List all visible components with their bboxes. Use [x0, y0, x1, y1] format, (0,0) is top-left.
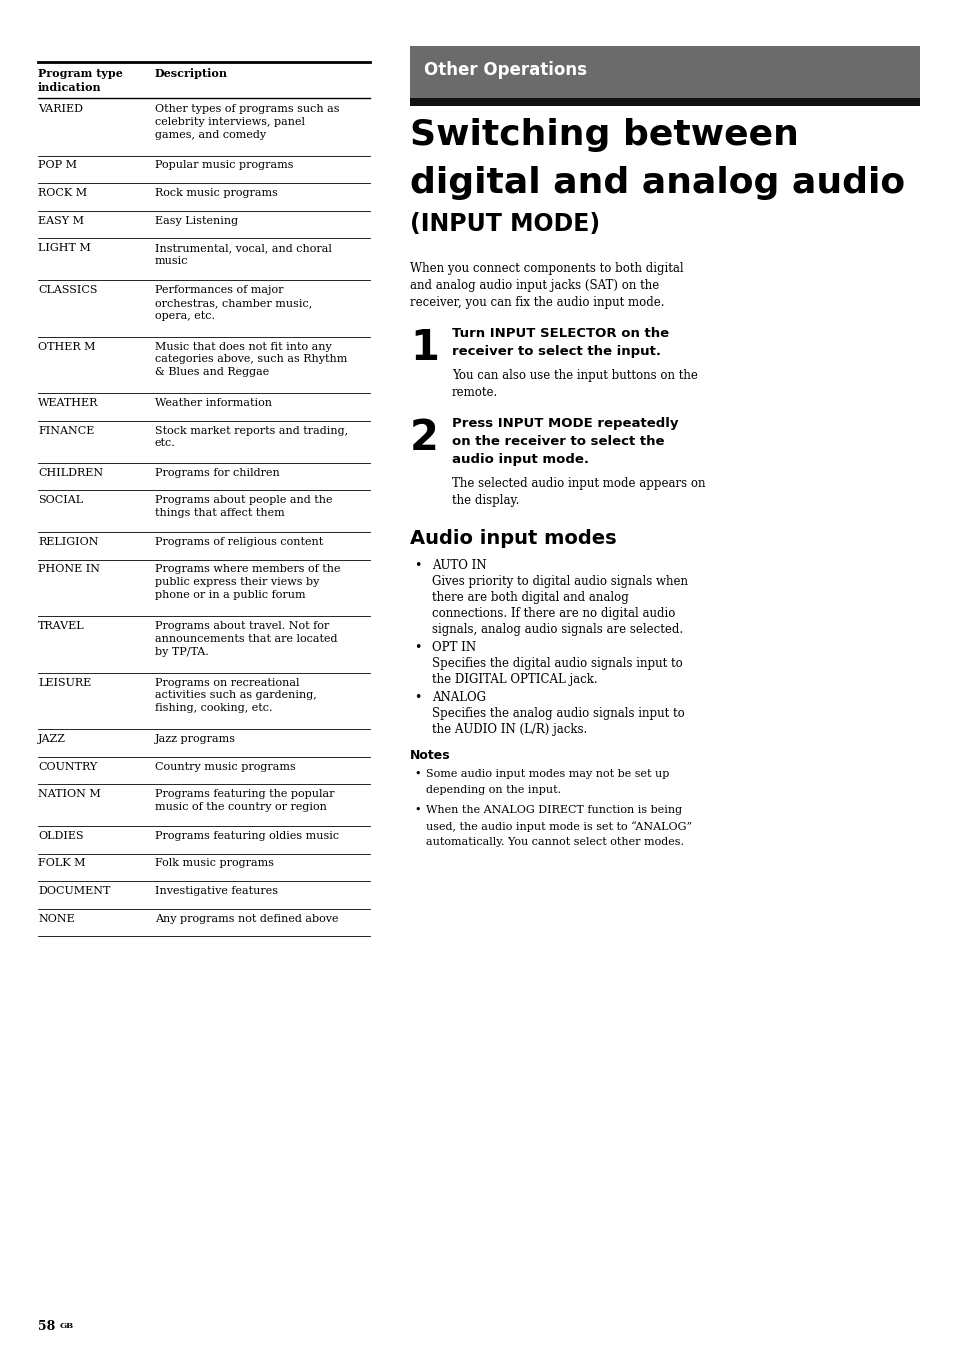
Text: on the receiver to select the: on the receiver to select the: [452, 435, 664, 448]
Text: audio input mode.: audio input mode.: [452, 453, 588, 466]
Text: •: •: [414, 769, 420, 779]
Text: Programs where members of the
public express their views by
phone or in a public: Programs where members of the public exp…: [154, 565, 340, 600]
Text: •: •: [414, 558, 421, 572]
Text: Specifies the analog audio signals input to: Specifies the analog audio signals input…: [432, 707, 684, 721]
Text: Programs on recreational
activities such as gardening,
fishing, cooking, etc.: Programs on recreational activities such…: [154, 677, 316, 713]
Text: AUTO IN: AUTO IN: [432, 558, 486, 572]
Text: digital and analog audio: digital and analog audio: [410, 166, 904, 200]
Text: the display.: the display.: [452, 493, 518, 507]
Text: EASY M: EASY M: [38, 215, 84, 226]
Text: RELIGION: RELIGION: [38, 537, 98, 548]
Text: Popular music programs: Popular music programs: [154, 161, 294, 170]
Text: Stock market reports and trading,
etc.: Stock market reports and trading, etc.: [154, 426, 348, 449]
Text: When you connect components to both digital: When you connect components to both digi…: [410, 262, 683, 274]
Text: DOCUMENT: DOCUMENT: [38, 886, 111, 896]
Text: Audio input modes: Audio input modes: [410, 529, 616, 548]
Text: Weather information: Weather information: [154, 397, 272, 408]
Text: Other Operations: Other Operations: [423, 61, 586, 78]
Text: receiver, you can fix the audio input mode.: receiver, you can fix the audio input mo…: [410, 296, 664, 310]
Text: NONE: NONE: [38, 914, 74, 923]
Text: Country music programs: Country music programs: [154, 761, 295, 772]
Text: Jazz programs: Jazz programs: [154, 734, 235, 744]
Text: ROCK M: ROCK M: [38, 188, 87, 197]
Text: Programs of religious content: Programs of religious content: [154, 537, 323, 548]
Text: POP M: POP M: [38, 161, 77, 170]
Text: FOLK M: FOLK M: [38, 859, 86, 868]
Text: Programs featuring oldies music: Programs featuring oldies music: [154, 831, 338, 841]
Text: Other types of programs such as
celebrity interviews, panel
games, and comedy: Other types of programs such as celebrit…: [154, 104, 339, 139]
Text: Folk music programs: Folk music programs: [154, 859, 274, 868]
Text: Performances of major
orchestras, chamber music,
opera, etc.: Performances of major orchestras, chambe…: [154, 285, 312, 320]
Text: WEATHER: WEATHER: [38, 397, 98, 408]
Text: Specifies the digital audio signals input to: Specifies the digital audio signals inpu…: [432, 657, 682, 671]
Text: Programs about people and the
things that affect them: Programs about people and the things tha…: [154, 495, 333, 518]
Text: used, the audio input mode is set to “ANALOG”: used, the audio input mode is set to “AN…: [426, 821, 691, 831]
Text: OLDIES: OLDIES: [38, 831, 84, 841]
Text: connections. If there are no digital audio: connections. If there are no digital aud…: [432, 607, 675, 621]
Text: Rock music programs: Rock music programs: [154, 188, 277, 197]
Text: Any programs not defined above: Any programs not defined above: [154, 914, 338, 923]
Text: JAZZ: JAZZ: [38, 734, 66, 744]
Text: LEISURE: LEISURE: [38, 677, 91, 688]
Text: remote.: remote.: [452, 387, 497, 399]
Text: there are both digital and analog: there are both digital and analog: [432, 591, 628, 604]
Text: Switching between: Switching between: [410, 118, 798, 151]
Text: ANALOG: ANALOG: [432, 691, 485, 704]
Text: Instrumental, vocal, and choral
music: Instrumental, vocal, and choral music: [154, 243, 332, 266]
Text: OPT IN: OPT IN: [432, 641, 476, 654]
Text: Music that does not fit into any
categories above, such as Rhythm
& Blues and Re: Music that does not fit into any categor…: [154, 342, 347, 377]
Text: Easy Listening: Easy Listening: [154, 215, 238, 226]
Text: CHILDREN: CHILDREN: [38, 468, 103, 477]
Text: GB: GB: [60, 1322, 74, 1330]
Text: Programs featuring the popular
music of the country or region: Programs featuring the popular music of …: [154, 790, 335, 811]
Text: The selected audio input mode appears on: The selected audio input mode appears on: [452, 477, 705, 489]
Text: automatically. You cannot select other modes.: automatically. You cannot select other m…: [426, 837, 683, 846]
Text: CLASSICS: CLASSICS: [38, 285, 97, 295]
Text: PHONE IN: PHONE IN: [38, 565, 100, 575]
Text: and analog audio input jacks (SAT) on the: and analog audio input jacks (SAT) on th…: [410, 279, 659, 292]
Text: NATION M: NATION M: [38, 790, 101, 799]
Text: •: •: [414, 691, 421, 704]
Text: COUNTRY: COUNTRY: [38, 761, 97, 772]
Text: When the ANALOG DIRECT function is being: When the ANALOG DIRECT function is being: [426, 804, 681, 815]
Text: receiver to select the input.: receiver to select the input.: [452, 345, 660, 358]
Text: Turn INPUT SELECTOR on the: Turn INPUT SELECTOR on the: [452, 327, 668, 339]
Text: VARIED: VARIED: [38, 104, 83, 114]
Text: (INPUT MODE): (INPUT MODE): [410, 212, 599, 237]
Bar: [410, 97, 919, 105]
Text: the AUDIO IN (L/R) jacks.: the AUDIO IN (L/R) jacks.: [432, 723, 587, 735]
Text: Some audio input modes may not be set up: Some audio input modes may not be set up: [426, 769, 669, 779]
Bar: [410, 46, 919, 97]
Text: Programs about travel. Not for
announcements that are located
by TP/TA.: Programs about travel. Not for announcem…: [154, 621, 337, 657]
Text: OTHER M: OTHER M: [38, 342, 95, 352]
Text: depending on the input.: depending on the input.: [426, 786, 560, 795]
Text: TRAVEL: TRAVEL: [38, 621, 85, 631]
Text: Notes: Notes: [410, 749, 450, 763]
Text: 1: 1: [410, 327, 438, 369]
Text: the DIGITAL OPTICAL jack.: the DIGITAL OPTICAL jack.: [432, 673, 597, 685]
Text: 58: 58: [38, 1320, 55, 1333]
Text: LIGHT M: LIGHT M: [38, 243, 91, 253]
Text: Program type
indication: Program type indication: [38, 68, 123, 93]
Text: You can also use the input buttons on the: You can also use the input buttons on th…: [452, 369, 698, 383]
Text: signals, analog audio signals are selected.: signals, analog audio signals are select…: [432, 623, 682, 635]
Text: Description: Description: [154, 68, 228, 78]
Text: SOCIAL: SOCIAL: [38, 495, 83, 506]
Text: Investigative features: Investigative features: [154, 886, 277, 896]
Text: Gives priority to digital audio signals when: Gives priority to digital audio signals …: [432, 575, 687, 588]
Text: Press INPUT MODE repeatedly: Press INPUT MODE repeatedly: [452, 416, 678, 430]
Text: •: •: [414, 804, 420, 815]
Text: •: •: [414, 641, 421, 654]
Text: 2: 2: [410, 416, 438, 458]
Text: Programs for children: Programs for children: [154, 468, 279, 477]
Text: FINANCE: FINANCE: [38, 426, 94, 435]
